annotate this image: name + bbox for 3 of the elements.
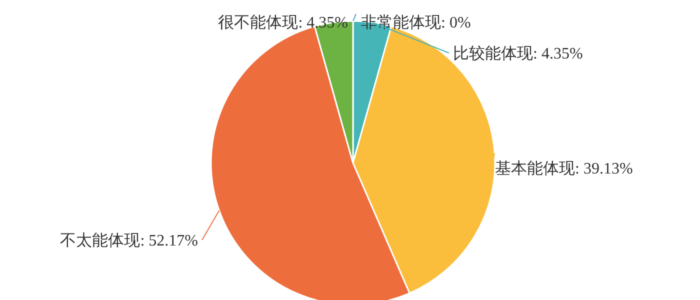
slice-label: 基本能体现: 39.13% (495, 160, 633, 178)
slice-label: 比较能体现: 4.35% (453, 44, 583, 63)
slice-label: 不太能体现: 52.17% (60, 232, 198, 250)
